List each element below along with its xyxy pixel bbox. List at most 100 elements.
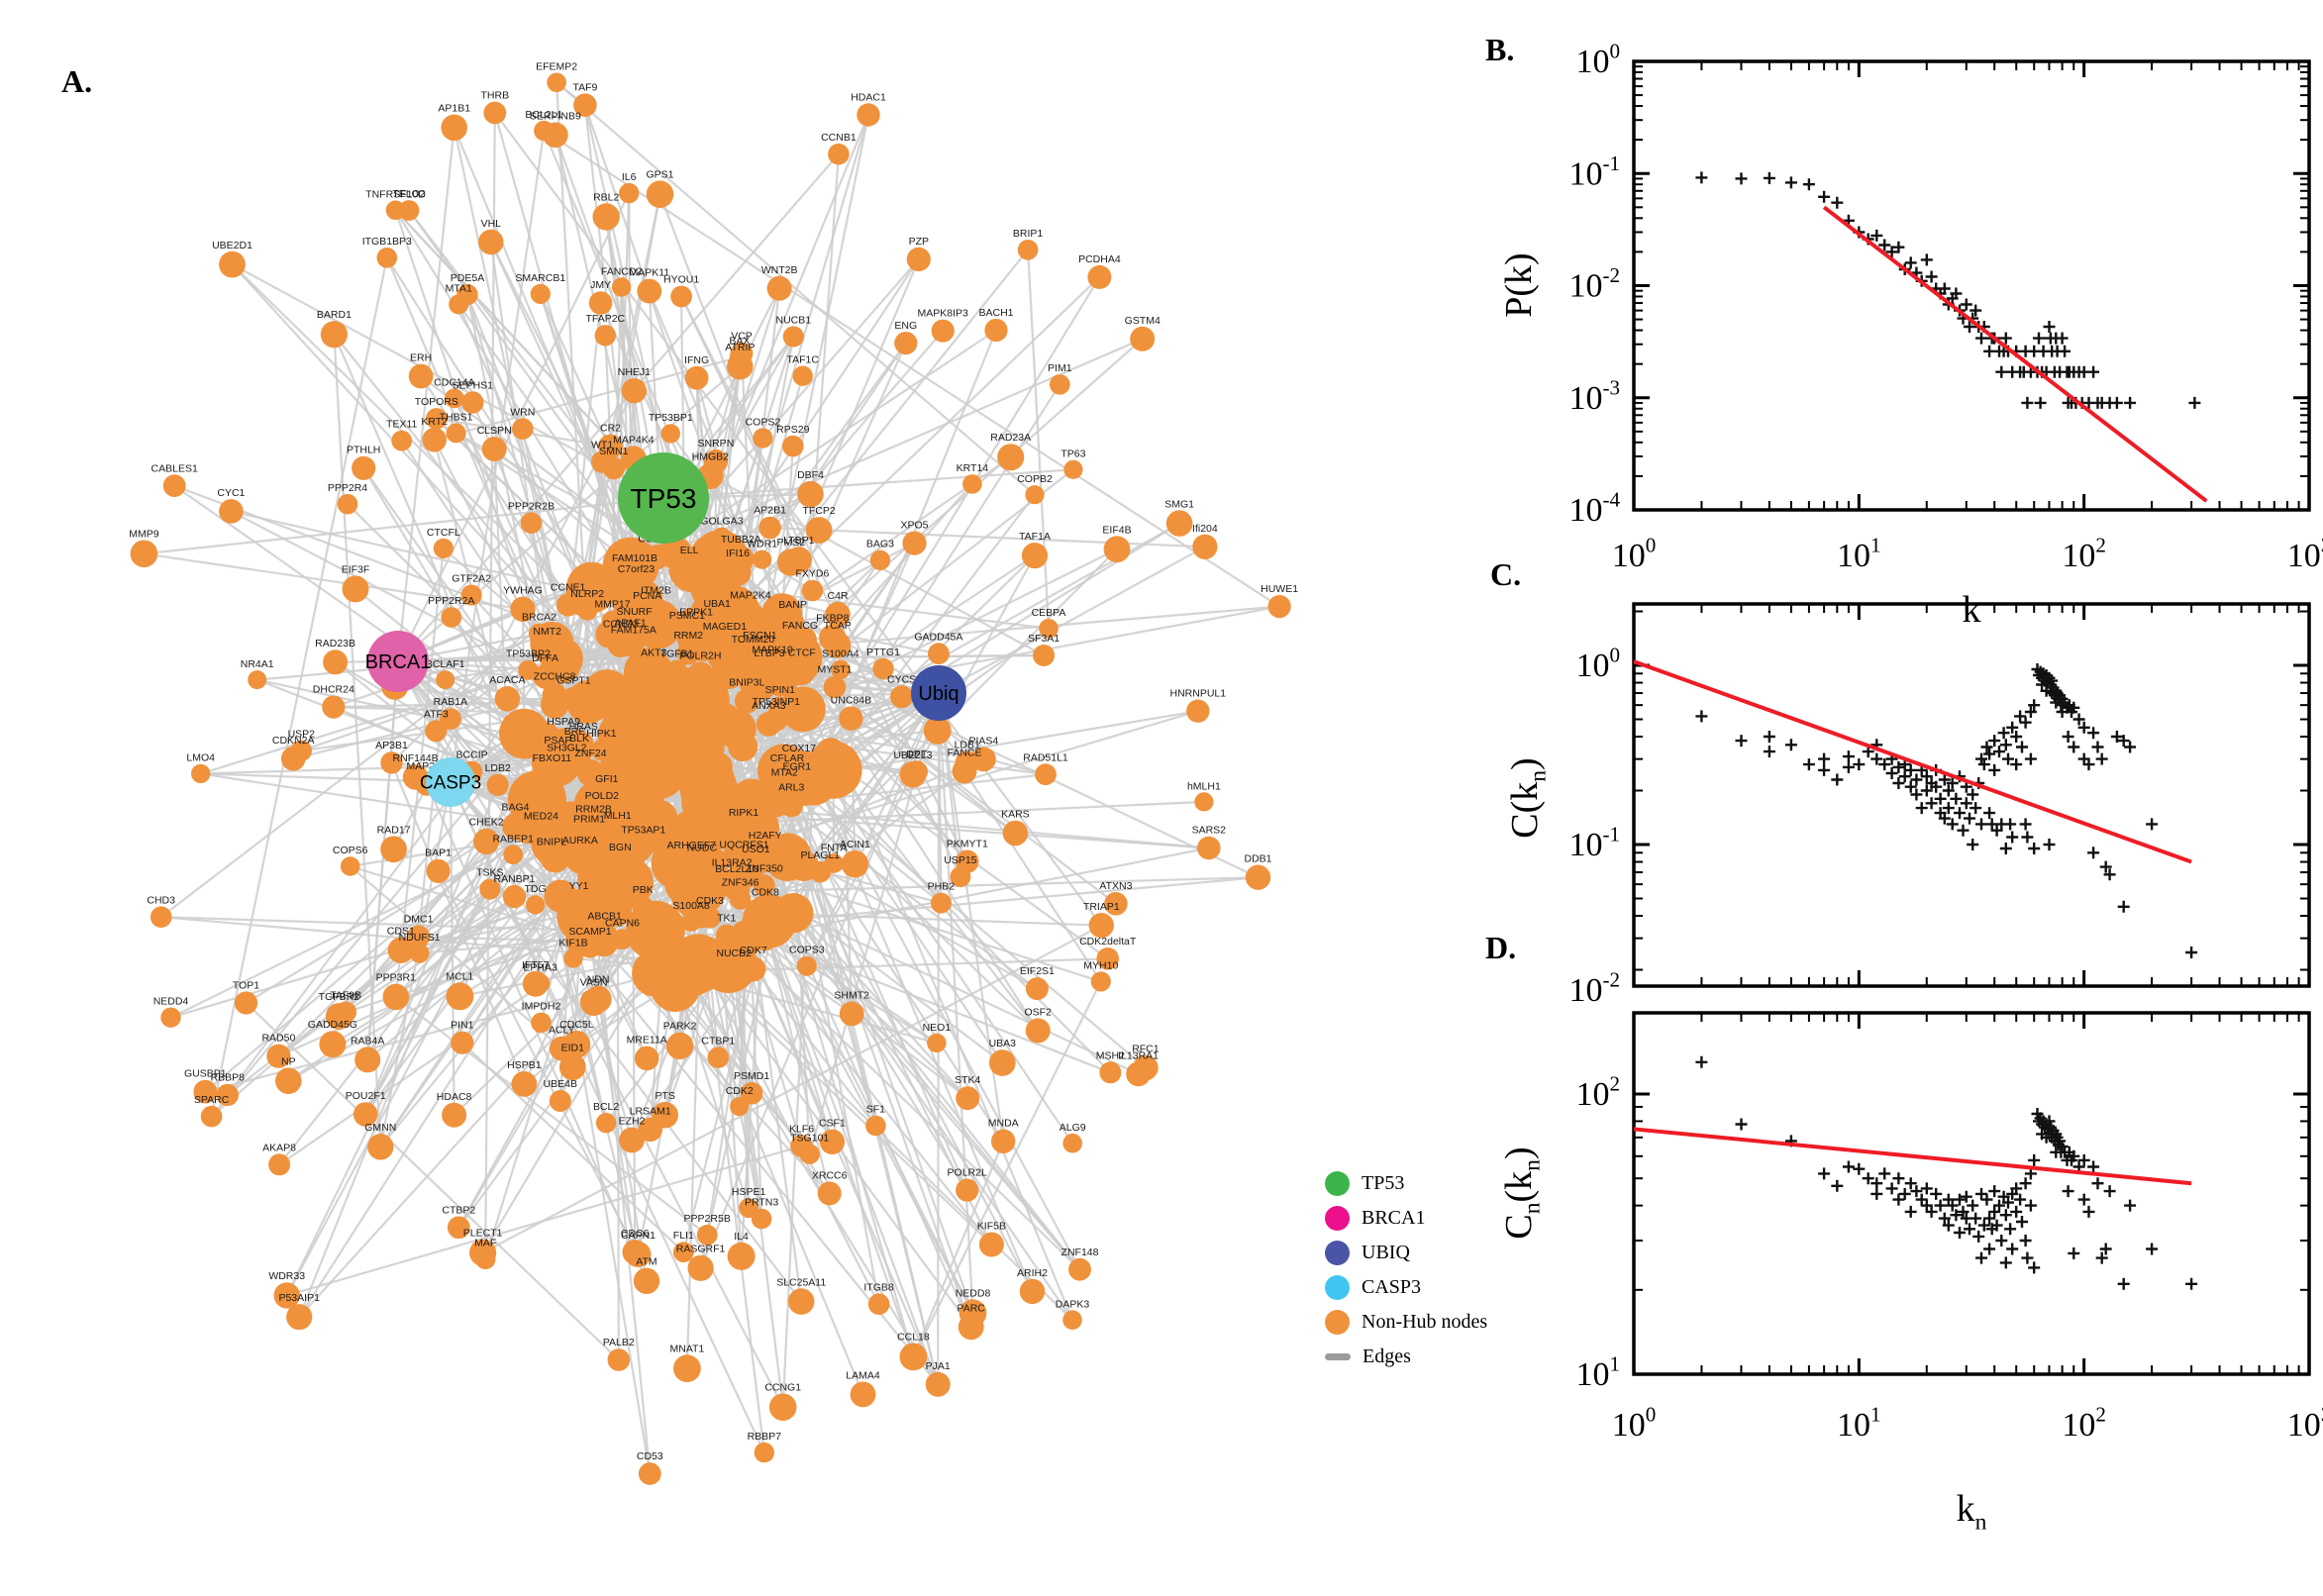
gene-node-label: POLR2L — [948, 1167, 987, 1179]
gene-node — [696, 1224, 718, 1246]
gene-node-label: CAPN6 — [605, 917, 640, 929]
gene-node — [699, 907, 721, 929]
gene-node-label: BANP — [778, 599, 807, 611]
gene-node-label: TOPORS — [415, 396, 458, 408]
gene-node — [409, 943, 430, 963]
y-tick-label: 10-1 — [1568, 823, 1620, 863]
gene-node-label: PIAS4 — [969, 736, 999, 748]
gene-node-label: USP2 — [288, 729, 316, 741]
gene-node — [573, 93, 597, 117]
network-graph: MNDAZNF24USF2BCCIPWDR33POLR2HPOLR2LMNAT1… — [129, 61, 1298, 1485]
gene-node — [824, 853, 844, 873]
gene-node-label: NP — [281, 1055, 296, 1067]
gene-node — [633, 1267, 660, 1295]
gene-node — [1245, 864, 1271, 890]
gene-node-label: CDK3 — [696, 895, 724, 907]
gene-node — [792, 365, 813, 386]
gene-node-label: PLECT1 — [463, 1228, 503, 1240]
gene-node — [440, 708, 461, 730]
y-tick-label: 10-1 — [1568, 151, 1620, 192]
gene-node-label: MMP9 — [129, 529, 158, 541]
gene-node-label: TCAP — [824, 620, 852, 632]
gene-node — [676, 642, 700, 665]
gene-node — [556, 593, 580, 617]
gene-node-label: KIF5B — [977, 1221, 1006, 1233]
gene-node-label: MAPK11 — [629, 267, 669, 279]
legend-label: Non-Hub nodes — [1362, 1310, 1488, 1333]
gene-node — [160, 1007, 181, 1028]
gene-node-label: DPT — [906, 748, 928, 760]
gene-node-label: IL13RA1 — [1118, 1049, 1159, 1061]
gene-node — [707, 1047, 730, 1068]
gene-node-label: NMT2 — [533, 626, 561, 638]
gene-node-label: ENG — [894, 320, 917, 332]
gene-node-label: CDC14A — [434, 377, 474, 389]
gene-node — [724, 558, 752, 586]
gene-node — [162, 474, 186, 497]
gene-node-label: AURKA — [562, 835, 598, 847]
gene-node — [869, 549, 891, 570]
gene-node — [611, 277, 632, 297]
x-tick-label: 100 — [1612, 1403, 1657, 1444]
gene-node-label: CCNB1 — [821, 132, 857, 144]
gene-node — [956, 1086, 980, 1111]
gene-node-label: PPP2R4 — [328, 482, 367, 494]
gene-node-label: CAPN1 — [621, 1230, 656, 1242]
gene-node-label: PIM1 — [1048, 362, 1072, 374]
gene-node — [534, 120, 555, 142]
gene-node-label: RPS29 — [776, 424, 809, 436]
gene-node-label: EFEMP2 — [536, 61, 577, 73]
y-tick-label: 100 — [1575, 644, 1620, 684]
gene-node — [579, 938, 601, 958]
gene-node-label: UBA1 — [703, 598, 731, 610]
gene-node-label: C7orf23 — [618, 563, 656, 575]
gene-node-label: PLAGL1 — [800, 849, 840, 861]
gene-node-label: KRT2 — [421, 416, 448, 428]
gene-node-label: WRN — [510, 406, 535, 418]
core-node — [780, 686, 826, 733]
gene-node-label: PRTN3 — [745, 1197, 778, 1209]
gene-node — [1096, 948, 1119, 970]
gene-node-label: CEBPA — [1032, 607, 1066, 619]
gene-node-label: COPS6 — [333, 845, 368, 856]
gene-node — [865, 1115, 886, 1137]
gene-node-label: BACH1 — [978, 307, 1013, 319]
gene-node — [533, 663, 557, 689]
gene-node — [962, 474, 982, 494]
gene-node-label: CCL18 — [897, 1332, 930, 1344]
gene-node — [290, 740, 312, 761]
x-tick-label: 103 — [2287, 1403, 2323, 1444]
gene-node-label: TP53INP1 — [753, 696, 801, 708]
gene-node-label: IL6 — [622, 171, 637, 183]
gene-node — [732, 850, 757, 875]
gene-node-label: OSF2 — [1024, 1006, 1052, 1018]
gene-node — [905, 760, 928, 783]
gene-node-label: COPB2 — [1017, 473, 1053, 485]
gene-node-label: SARS2 — [1192, 825, 1227, 837]
gene-node-label: S100A8 — [672, 900, 710, 912]
gene-node-label: COPS3 — [789, 945, 825, 956]
gene-node-label: APAF1 — [614, 618, 647, 630]
gene-node — [1063, 459, 1083, 479]
gene-node — [376, 247, 398, 268]
gene-node-label: CCNG1 — [764, 1382, 801, 1394]
gene-node-label: SF3A1 — [1028, 633, 1060, 645]
gene-node — [380, 751, 403, 774]
gene-node — [1025, 1018, 1051, 1044]
gene-node — [1062, 1310, 1082, 1330]
plot-c: 100 10-1 10-2 C(kn) — [1504, 602, 2311, 1009]
gene-node-label: GOLGA3 — [700, 516, 743, 528]
gene-node — [447, 1216, 470, 1240]
legend-label: TP53 — [1362, 1171, 1405, 1194]
gene-node — [542, 848, 561, 868]
legend-node-swatch — [1325, 1205, 1350, 1231]
x-tick-label: 101 — [1837, 1403, 1881, 1444]
gene-node-label: DHCR24 — [313, 684, 354, 696]
gene-node — [1033, 645, 1056, 666]
gene-node-label: UBE2D1 — [212, 240, 252, 251]
gene-node — [739, 601, 762, 625]
gene-node — [502, 813, 529, 841]
gene-node-label: USP15 — [944, 854, 976, 866]
gene-node-label: UNC84B — [831, 695, 871, 707]
